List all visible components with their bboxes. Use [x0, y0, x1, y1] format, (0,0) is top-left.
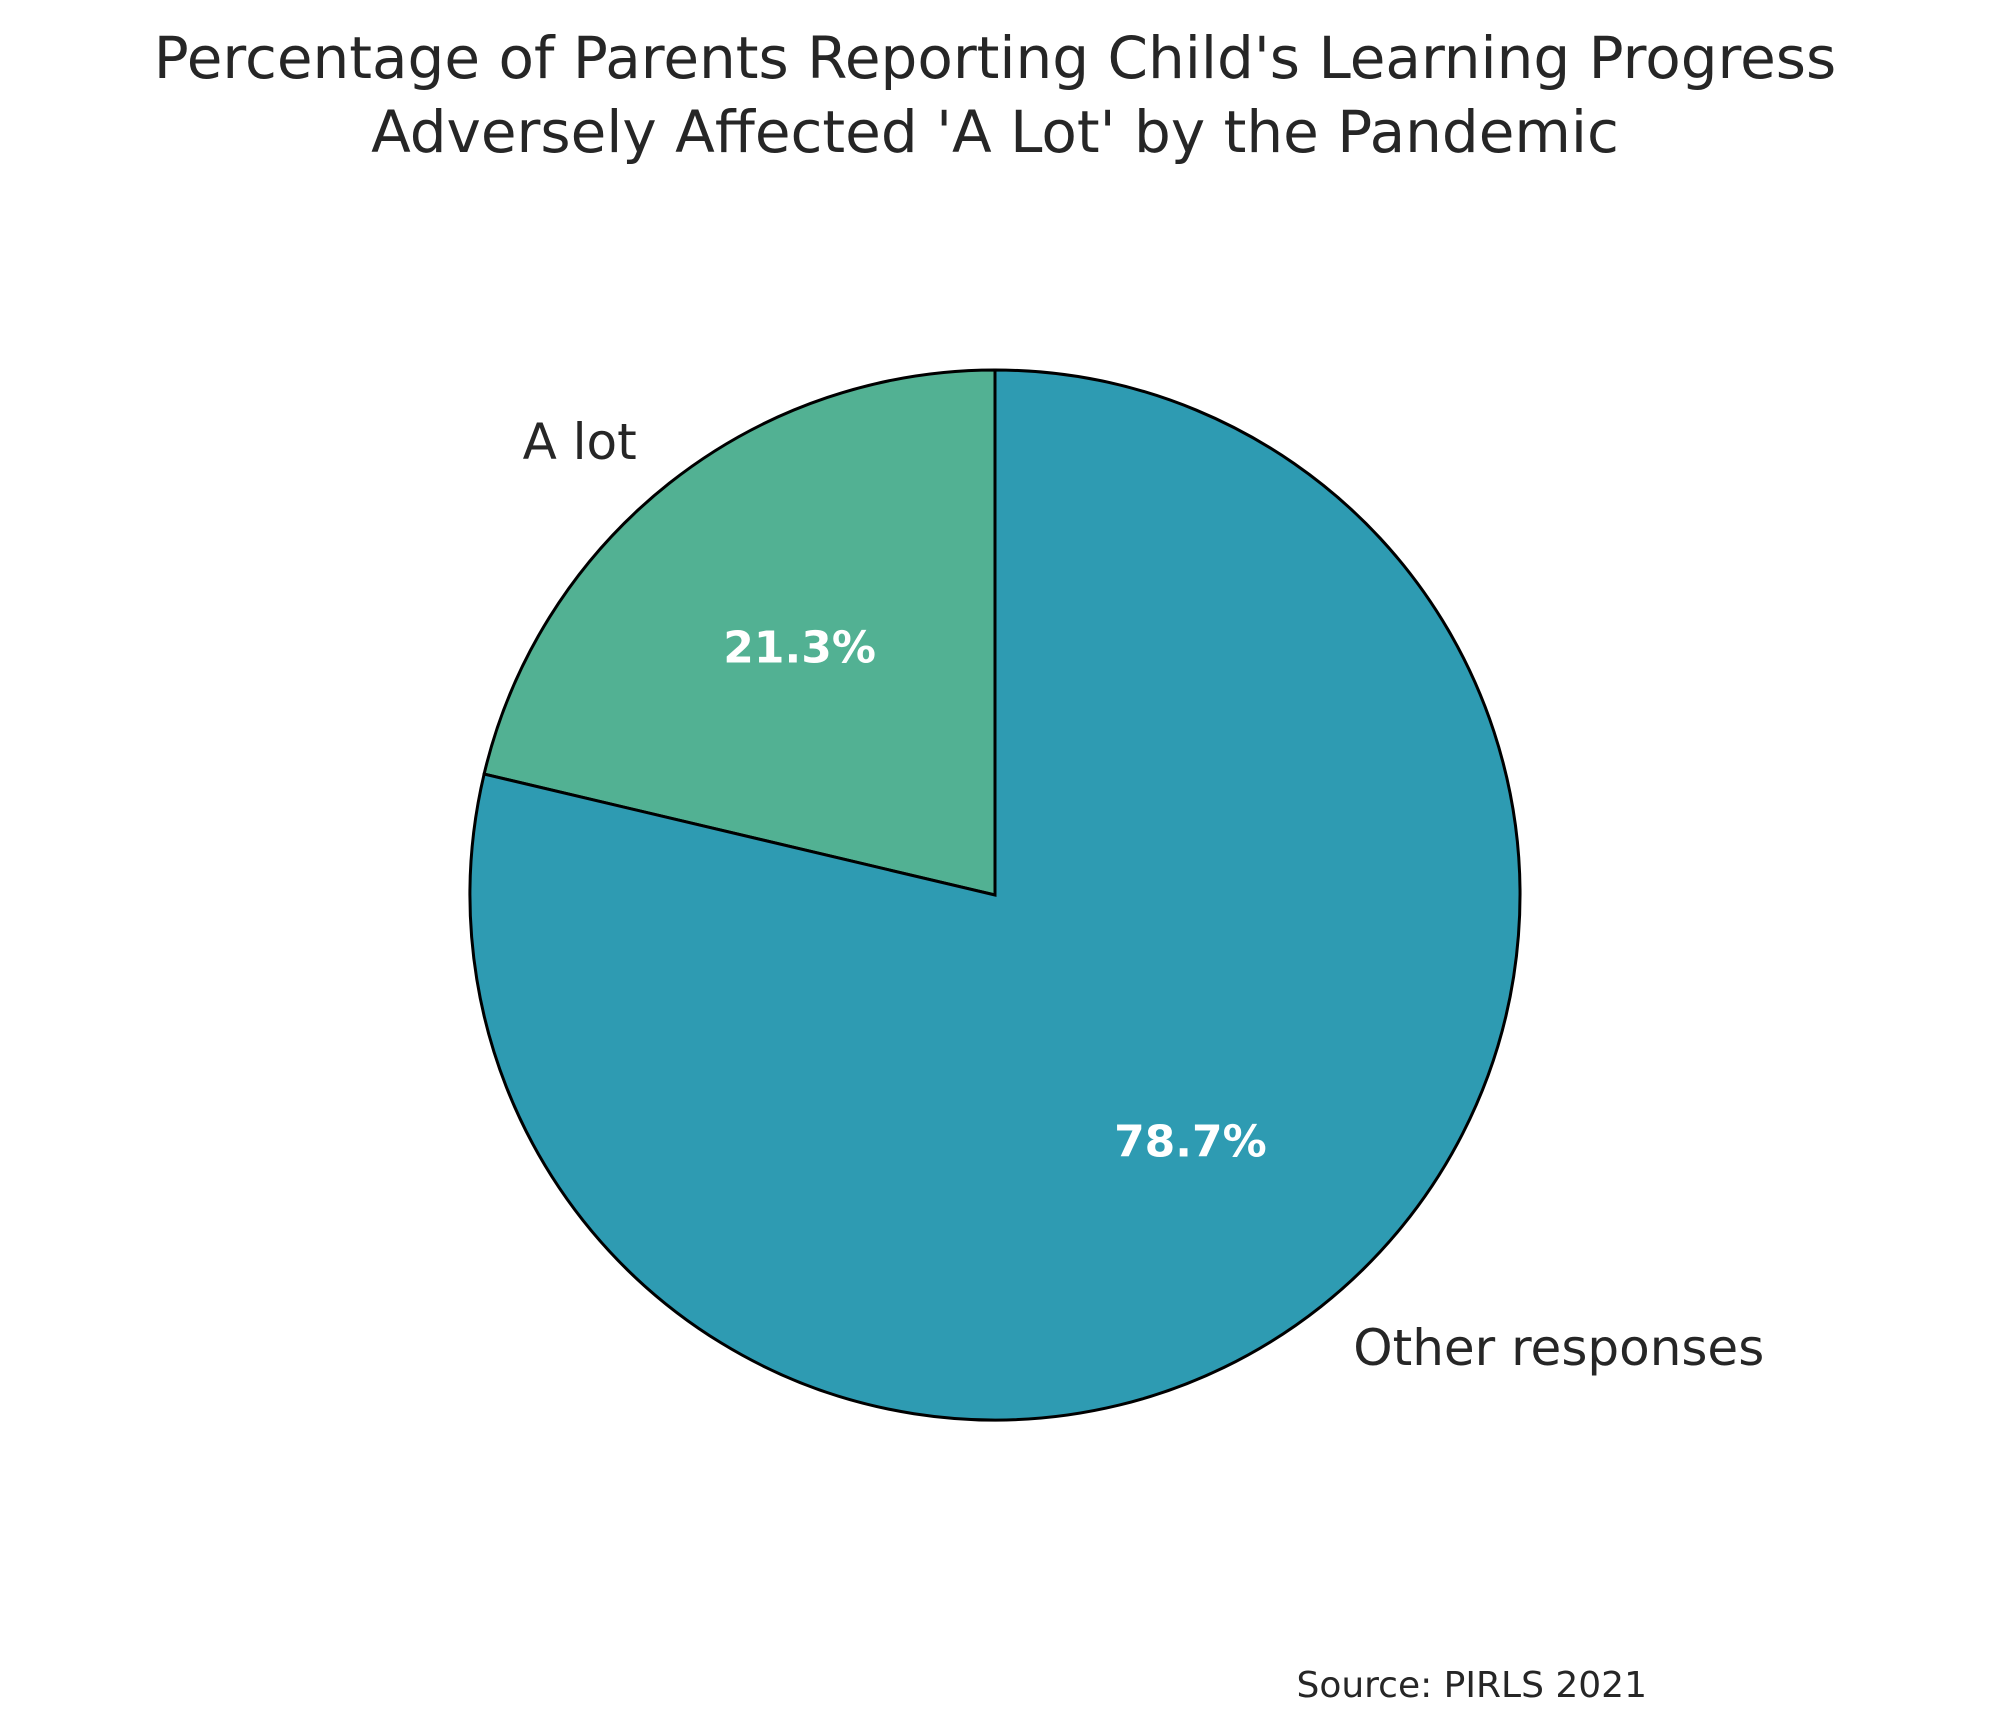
slice-percent-label-2: 78.7% — [1114, 1117, 1267, 1168]
pie-slice-1 — [482, 368, 997, 897]
pie-labels: A lot 21.3% Other responses 78.7% — [523, 413, 1765, 1377]
chart-title-line-2: Adversely Affected 'A Lot' by the Pandem… — [371, 98, 1619, 166]
chart-title-line-1: Percentage of Parents Reporting Child's … — [154, 24, 1836, 92]
slice-percent-label-1: 21.3% — [723, 622, 876, 673]
slice-category-label-1: A lot — [523, 413, 637, 471]
pie-slices — [468, 368, 1522, 1422]
pie-slice-2 — [468, 368, 1522, 1422]
slice-category-label-2: Other responses — [1353, 1319, 1764, 1377]
source-note: Source: PIRLS 2021 — [1296, 1665, 1647, 1706]
